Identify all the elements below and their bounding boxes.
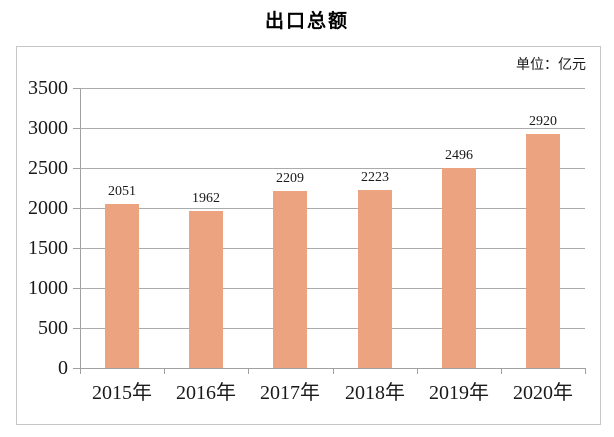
bar-value-label: 2051	[108, 183, 136, 199]
y-axis-tick	[73, 328, 80, 329]
x-axis-tick	[417, 369, 418, 374]
plot-area	[80, 88, 586, 369]
y-axis-tick-label: 3500	[28, 77, 68, 99]
x-axis-tick	[164, 369, 165, 374]
x-axis-label: 2016年	[176, 382, 236, 404]
bar	[358, 190, 392, 368]
y-axis-tick-label: 2500	[28, 157, 68, 179]
bar-value-label: 1962	[192, 191, 220, 207]
x-axis-tick	[248, 369, 249, 374]
bar-value-label: 2496	[445, 148, 473, 164]
y-axis-tick-label: 1000	[28, 277, 68, 299]
unit-label: 单位：亿元	[516, 58, 586, 73]
bar-value-label: 2223	[361, 170, 389, 186]
x-axis-label: 2017年	[260, 382, 320, 404]
y-axis-tick-label: 1500	[28, 237, 68, 259]
y-axis-tick-label: 500	[38, 317, 68, 339]
x-axis-tick	[333, 369, 334, 374]
y-axis-tick	[73, 128, 80, 129]
gridline	[80, 248, 585, 249]
bar-value-label: 2920	[529, 114, 557, 130]
x-axis-label: 2020年	[513, 382, 573, 404]
x-axis-tick	[501, 369, 502, 374]
x-axis-tick	[585, 369, 586, 374]
gridline	[80, 88, 585, 89]
bar	[189, 211, 223, 368]
x-axis-tick	[80, 369, 81, 374]
chart-title: 出口总额	[264, 11, 349, 32]
gridline	[80, 328, 585, 329]
gridline	[80, 208, 585, 209]
y-axis-tick	[73, 208, 80, 209]
bar	[442, 168, 476, 368]
bar	[105, 203, 139, 368]
x-axis-label: 2019年	[429, 382, 489, 404]
y-axis-tick-label: 3000	[28, 117, 68, 139]
gridline	[80, 128, 585, 129]
bar	[526, 134, 560, 368]
x-axis-label: 2015年	[92, 382, 152, 404]
y-axis-tick-label: 0	[58, 357, 68, 379]
x-axis-label: 2018年	[345, 382, 405, 404]
bar-value-label: 2209	[276, 171, 304, 187]
bar	[273, 191, 307, 368]
gridline	[80, 168, 585, 169]
y-axis-tick	[73, 368, 80, 369]
y-axis-tick-label: 2000	[28, 197, 68, 219]
gridline	[80, 288, 585, 289]
y-axis-tick	[73, 288, 80, 289]
y-axis-tick	[73, 168, 80, 169]
y-axis-tick	[73, 88, 80, 89]
y-axis-tick	[73, 248, 80, 249]
